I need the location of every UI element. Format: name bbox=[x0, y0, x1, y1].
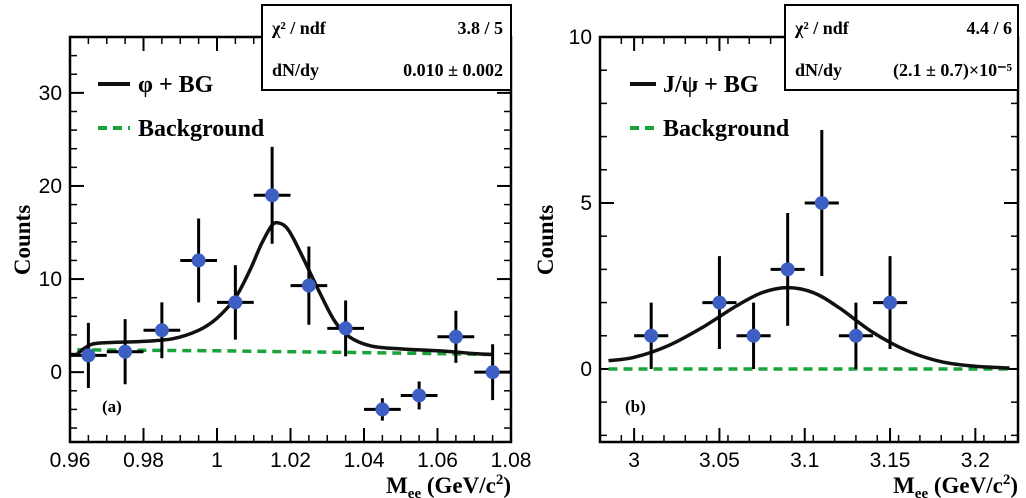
x-axis-title-unit: (GeV/c bbox=[421, 473, 496, 498]
data-point bbox=[228, 295, 243, 310]
y-axis-title: Counts bbox=[10, 205, 35, 275]
data-point bbox=[301, 278, 316, 293]
data-points bbox=[70, 146, 511, 421]
fit-curve-line bbox=[76, 220, 493, 357]
y-tick-label: 0 bbox=[580, 358, 592, 381]
panel-a: 0.96 0.98 1 1.02 1.04 1.06 1.08 0 10 20 30 φ + BG… bbox=[10, 4, 532, 498]
panel-label: (a) bbox=[102, 397, 122, 416]
x-tick-label: 1 bbox=[211, 449, 223, 472]
y-tick-label: 10 bbox=[569, 26, 592, 49]
stats-dndy-value: (2.1 ± 0.7)×10⁻⁵ bbox=[893, 60, 1013, 81]
fit-curve bbox=[608, 285, 1010, 370]
data-points bbox=[634, 129, 908, 369]
x-axis-title-sup: 2 bbox=[1003, 472, 1011, 488]
stats-box-frame bbox=[784, 4, 1019, 91]
x-tick-labels: 0.96 0.98 1 1.02 1.04 1.06 1.08 bbox=[50, 449, 532, 472]
x-tick-label: 1.08 bbox=[491, 449, 532, 472]
x-axis-title: Mee (GeV/c2) bbox=[893, 472, 1018, 498]
data-point bbox=[448, 329, 463, 344]
stats-dndy-label: dN/dy bbox=[795, 60, 842, 80]
x-axis-title-unit: (GeV/c bbox=[928, 473, 1003, 498]
data-point bbox=[81, 348, 96, 363]
x-tick-label: 1.06 bbox=[417, 449, 458, 472]
x-tick-labels: 3 3.05 3.1 3.15 3.2 bbox=[628, 449, 990, 472]
y-tick-label: 20 bbox=[39, 175, 62, 198]
stats-chi2-label: χ² / ndf bbox=[794, 18, 850, 38]
x-tick-label: 3 bbox=[628, 449, 640, 472]
x-tick-label: 3.15 bbox=[870, 449, 911, 472]
data-point bbox=[485, 365, 500, 380]
data-point bbox=[191, 253, 206, 268]
legend: φ + BG Background bbox=[98, 72, 265, 142]
y-tick-label: 5 bbox=[580, 192, 592, 215]
plot-frame bbox=[68, 35, 513, 444]
y-tick-labels: 0 5 10 bbox=[569, 26, 592, 381]
data-point bbox=[154, 323, 169, 338]
data-point bbox=[375, 402, 390, 417]
data-point bbox=[644, 328, 659, 343]
x-axis-title-main: M bbox=[893, 473, 915, 498]
y-tick-label: 30 bbox=[39, 82, 62, 105]
data-point bbox=[338, 321, 353, 336]
x-tick-label: 3.05 bbox=[699, 449, 740, 472]
y-axis-title: Counts bbox=[533, 205, 558, 275]
data-point bbox=[265, 188, 280, 203]
data-point bbox=[848, 328, 863, 343]
stats-chi2-value: 3.8 / 5 bbox=[457, 18, 503, 38]
panel-b: 3 3.05 3.1 3.15 3.2 0 5 10 J/ψ + BG Background… bbox=[533, 4, 1020, 498]
legend-fit-label: J/ψ + BG bbox=[663, 72, 759, 98]
x-tick-label: 1.02 bbox=[270, 449, 311, 472]
stats-dndy-value: 0.010 ± 0.002 bbox=[403, 60, 503, 80]
data-point bbox=[412, 388, 427, 403]
x-axis-title: Mee (GeV/c2) bbox=[386, 472, 511, 498]
stats-box: χ² / ndf 3.8 / 5 dN/dy 0.010 ± 0.002 bbox=[261, 4, 512, 91]
data-point bbox=[712, 295, 727, 310]
stats-dndy-label: dN/dy bbox=[272, 60, 319, 80]
y-tick-label: 10 bbox=[39, 268, 62, 291]
stats-box: χ² / ndf 4.4 / 6 dN/dy (2.1 ± 0.7)×10⁻⁵ bbox=[784, 4, 1019, 91]
data-point bbox=[118, 344, 133, 359]
stats-chi2-value: 4.4 / 6 bbox=[966, 18, 1012, 38]
y-tick-labels: 0 10 20 30 bbox=[39, 82, 62, 384]
data-point bbox=[883, 295, 898, 310]
x-tick-label: 0.96 bbox=[50, 449, 91, 472]
y-tick-label: 0 bbox=[50, 361, 62, 384]
legend-bg-label: Background bbox=[138, 116, 265, 142]
x-tick-label: 0.98 bbox=[123, 449, 164, 472]
data-point bbox=[746, 328, 761, 343]
x-axis-title-end: ) bbox=[503, 473, 511, 498]
fit-curve bbox=[76, 220, 493, 357]
x-axis-title-end: ) bbox=[1010, 473, 1018, 498]
x-axis-title-main: M bbox=[386, 473, 408, 498]
data-point bbox=[814, 195, 829, 210]
legend-fit-label: φ + BG bbox=[138, 72, 214, 98]
x-axis-title-sub: ee bbox=[408, 486, 422, 498]
x-axis-title-sub: ee bbox=[915, 486, 929, 498]
fit-curve-line bbox=[608, 285, 1010, 370]
panel-label: (b) bbox=[625, 397, 646, 416]
stats-box-frame bbox=[261, 4, 512, 91]
legend: J/ψ + BG Background bbox=[630, 72, 790, 142]
x-axis-title-sup: 2 bbox=[496, 472, 504, 488]
data-point bbox=[780, 262, 795, 277]
legend-bg-label: Background bbox=[663, 116, 790, 142]
stats-chi2-label: χ² / ndf bbox=[271, 18, 327, 38]
x-tick-label: 3.1 bbox=[790, 449, 819, 472]
x-tick-label: 1.04 bbox=[344, 449, 385, 472]
x-tick-label: 3.2 bbox=[961, 449, 990, 472]
